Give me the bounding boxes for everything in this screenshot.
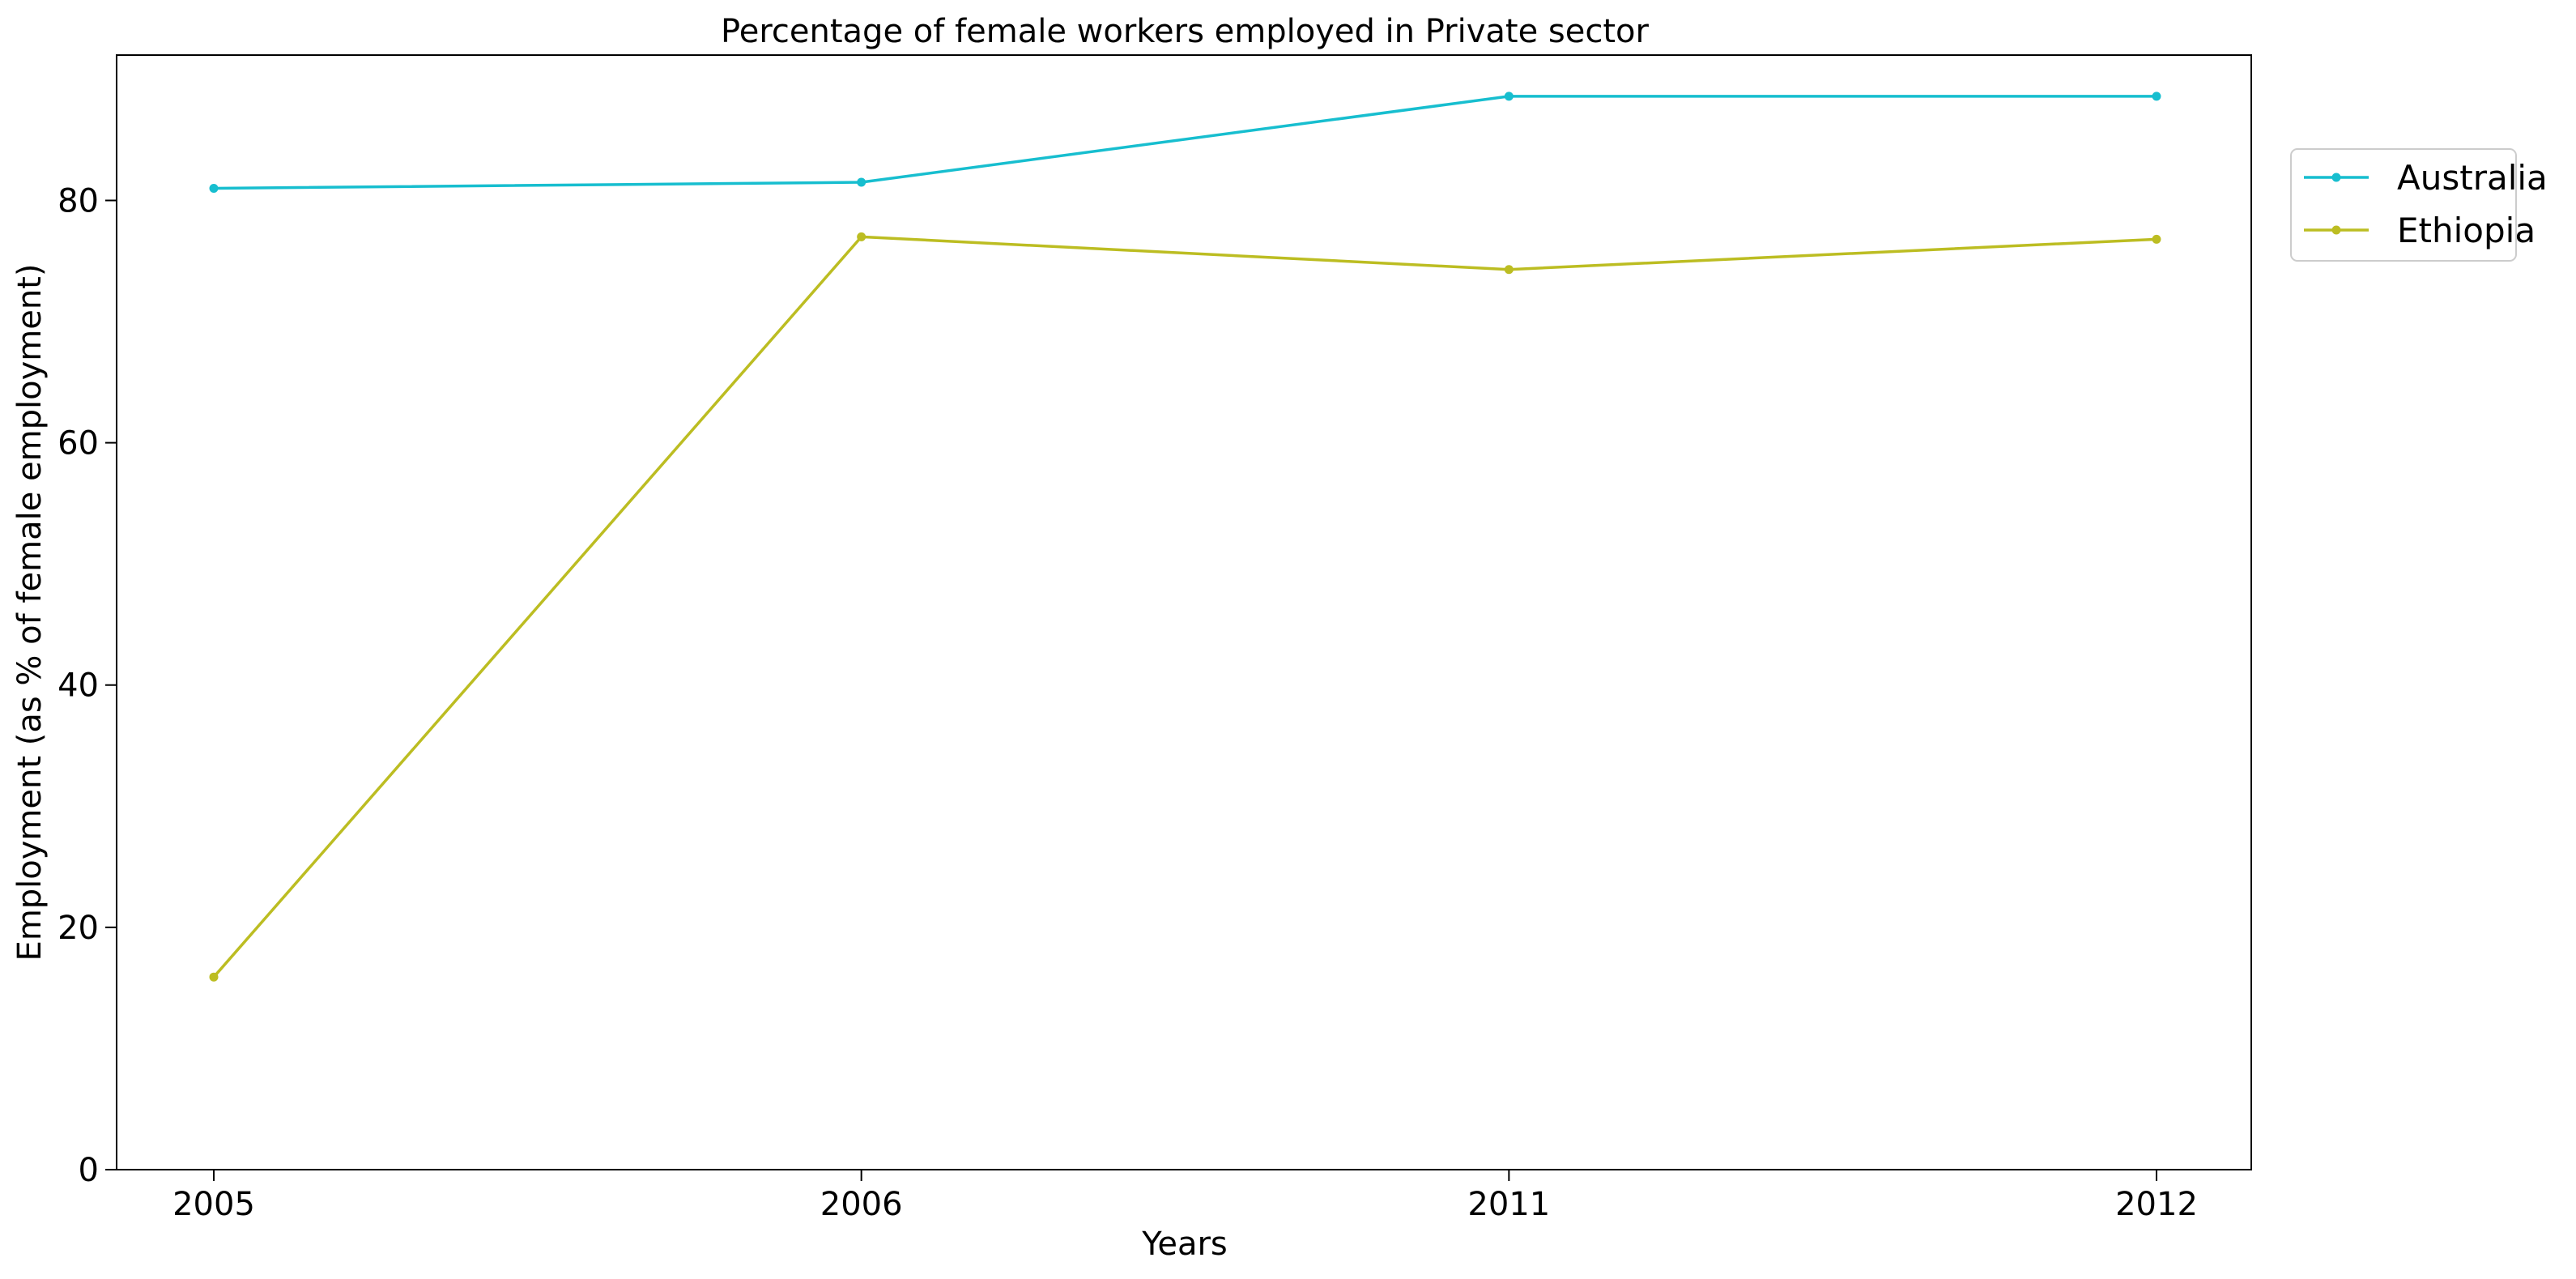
- data-point-ethiopia: [2152, 234, 2161, 244]
- x-tick-label: 2011: [1467, 1186, 1550, 1223]
- y-tick-label: 20: [57, 910, 99, 947]
- data-point-australia: [857, 177, 866, 187]
- y-tick-label: 60: [57, 425, 99, 463]
- x-tick-label: 2006: [820, 1186, 903, 1223]
- x-axis: 2005 2006 2011 2012: [172, 1170, 2198, 1223]
- legend-label-ethiopia: Ethiopia: [2397, 211, 2536, 250]
- series-markers: [209, 92, 2161, 982]
- data-point-ethiopia: [857, 232, 866, 241]
- x-tick-label: 2012: [2115, 1186, 2198, 1223]
- legend-marker-ethiopia: [2331, 225, 2341, 235]
- data-point-australia: [209, 184, 219, 194]
- chart-title: Percentage of female workers employed in…: [721, 13, 1649, 50]
- data-point-australia: [2152, 92, 2161, 101]
- y-tick-label: 80: [57, 182, 99, 220]
- y-axis-label: Employment (as % of female employment): [11, 264, 49, 961]
- data-point-australia: [1504, 92, 1514, 101]
- legend-marker-australia: [2331, 173, 2341, 182]
- series-line-ethiopia: [212, 235, 2157, 978]
- plot-frame: [116, 54, 2252, 1170]
- x-axis-label: Years: [1141, 1226, 1228, 1263]
- data-point-ethiopia: [1504, 265, 1514, 275]
- series-lines: [212, 95, 2157, 978]
- legend-label-australia: Australia: [2397, 158, 2548, 198]
- y-tick-label: 40: [57, 667, 99, 705]
- y-axis: 0 20 40 60 80: [57, 182, 117, 1189]
- data-point-ethiopia: [209, 972, 219, 982]
- y-tick-label: 0: [79, 1152, 99, 1189]
- legend: Australia Ethiopia: [2290, 148, 2548, 262]
- series-line-australia: [213, 95, 2157, 190]
- x-tick-label: 2005: [172, 1186, 255, 1223]
